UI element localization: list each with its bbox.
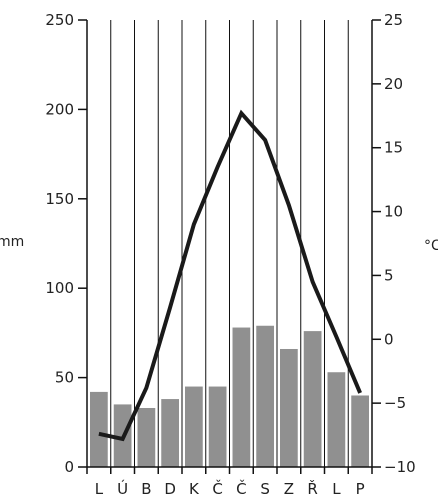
right-tick-label: −5 [384, 394, 406, 412]
right-tick-label: −10 [384, 458, 416, 476]
category-label: L [332, 480, 341, 498]
left-tick-label: 0 [64, 458, 74, 476]
bar [351, 395, 369, 467]
right-tick-label: 25 [384, 11, 403, 29]
category-label: Č [236, 479, 246, 498]
bar [327, 372, 346, 467]
axes [78, 19, 381, 474]
category-label: D [164, 480, 176, 498]
category-label: P [356, 480, 365, 498]
category-label: Ú [117, 479, 128, 498]
bar [256, 325, 274, 467]
bar [280, 348, 298, 467]
left-tick-label: 150 [45, 190, 74, 208]
bar [208, 386, 227, 467]
category-label: Ř [307, 479, 317, 498]
temperature-series-line [98, 109, 362, 442]
right-tick-label: 0 [384, 330, 394, 348]
right-tick-label: 20 [384, 75, 403, 93]
category-label: K [189, 480, 200, 498]
right-tick-label: 15 [384, 139, 403, 157]
category-label: B [141, 480, 151, 498]
left-tick-label: 250 [45, 11, 74, 29]
category-label: Z [284, 480, 294, 498]
bar [90, 391, 108, 467]
temperature-line [98, 109, 362, 442]
right-tick-label: 5 [384, 266, 394, 284]
precipitation-bars [90, 325, 369, 467]
bar [232, 327, 251, 467]
category-label: S [260, 480, 270, 498]
bar [137, 407, 156, 467]
right-tick-label: 10 [384, 203, 403, 221]
left-axis-label: mm [0, 234, 24, 250]
category-label: L [95, 480, 104, 498]
category-label: Č [212, 479, 222, 498]
left-tick-label: 100 [45, 279, 74, 297]
bar [303, 331, 322, 467]
left-tick-label: 50 [55, 369, 74, 387]
right-axis-label: °C [424, 238, 438, 254]
bar [161, 399, 179, 467]
left-tick-label: 200 [45, 100, 74, 118]
bar [185, 386, 203, 467]
